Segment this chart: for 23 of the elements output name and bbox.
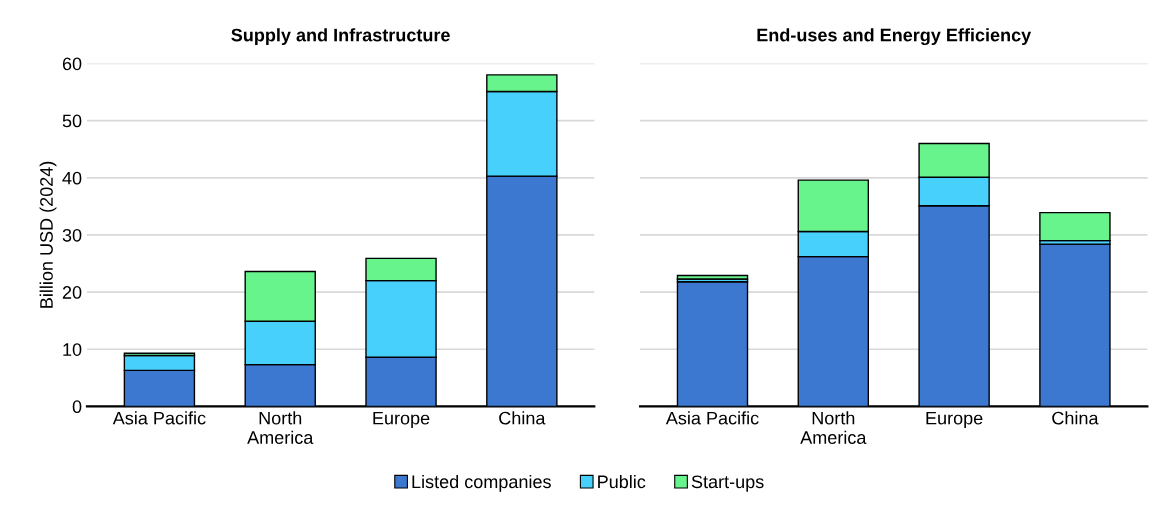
y-tick-label: 30 — [62, 228, 82, 242]
x-tick-label: China — [1052, 411, 1099, 425]
x-tick-label: Asia Pacific — [665, 411, 759, 425]
legend-label: Start-ups — [691, 475, 764, 492]
y-tick-label: 0 — [72, 400, 82, 414]
x-tick-label: Asia Pacific — [112, 411, 206, 425]
bar — [676, 274, 749, 280]
x-tick-label: North America — [800, 411, 867, 444]
chart-title: Supply and Infrastructure — [231, 28, 450, 46]
chart-title: End-uses and Energy Efficiency — [757, 28, 1032, 46]
bar — [1039, 211, 1111, 242]
y-tick-label: 40 — [62, 171, 82, 185]
y-tick-label: 50 — [62, 114, 82, 128]
legend-label: Listed companies — [412, 474, 551, 492]
y-tick-label: 10 — [63, 343, 82, 356]
y-axis-title: Billion USD (2024) — [39, 161, 57, 308]
legend-label: Public — [598, 474, 646, 489]
x-tick-label: North America — [247, 411, 314, 444]
y-tick-label: 20 — [62, 286, 82, 299]
x-tick-label: Europe — [926, 411, 983, 429]
x-tick-label: China — [499, 411, 546, 425]
y-tick-label: 60 — [62, 57, 82, 71]
x-tick-label: Europe — [373, 411, 430, 429]
